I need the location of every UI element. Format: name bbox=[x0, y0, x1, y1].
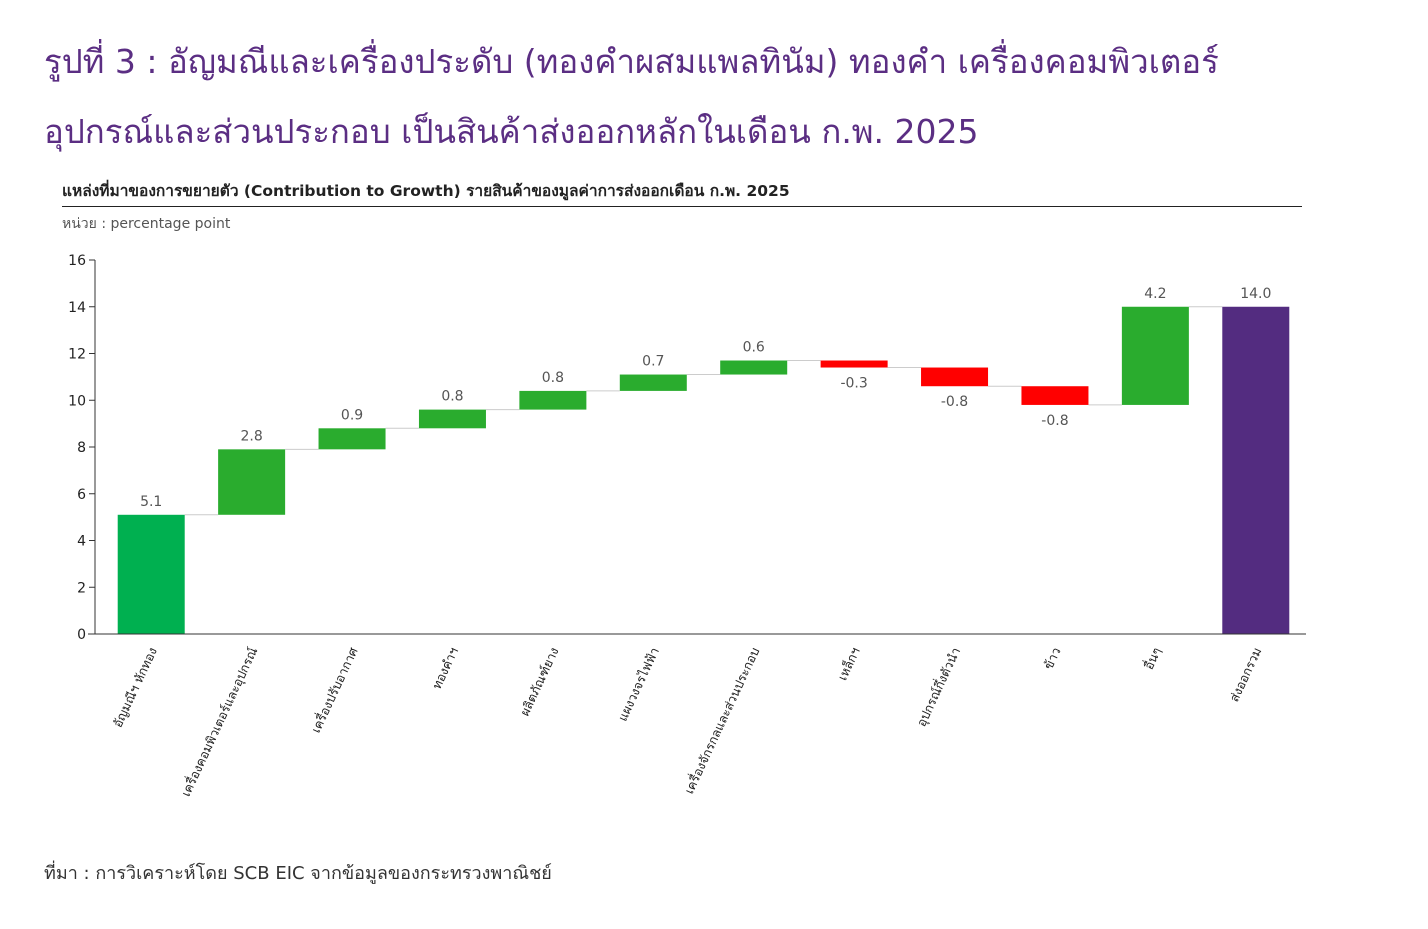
bar bbox=[1121, 306, 1189, 405]
data-label: 0.7 bbox=[642, 354, 664, 370]
x-tick-label: อื่นๆ bbox=[1140, 645, 1164, 672]
data-label: 14.0 bbox=[1240, 286, 1271, 302]
x-tick-label: เครื่องจักรกลและส่วนประกอบ bbox=[680, 644, 762, 796]
x-tick-label: ส่งออกรวม bbox=[1226, 645, 1264, 704]
page-title-line-2: อุปกรณ์และส่วนประกอบ เป็นสินค้าส่งออกหลั… bbox=[44, 112, 979, 151]
bar bbox=[720, 360, 788, 375]
data-label: -0.8 bbox=[1041, 413, 1068, 429]
x-tick-label: ผลิตภัณฑ์ยาง bbox=[517, 645, 562, 718]
y-tick-label: 14 bbox=[68, 300, 86, 316]
bars bbox=[117, 306, 1290, 634]
source-note: ที่มา : การวิเคราะห์โดย SCB EIC จากข้อมู… bbox=[44, 863, 552, 884]
bar bbox=[117, 514, 185, 634]
data-label: 2.8 bbox=[240, 428, 262, 444]
bar bbox=[619, 374, 687, 391]
x-tick-label: ทองคำฯ bbox=[429, 645, 461, 691]
y-tick-label: 4 bbox=[77, 534, 86, 550]
y-axis-ticks: 0 2 4 6 8 10 12 14 16 bbox=[68, 253, 95, 643]
y-tick-label: 10 bbox=[68, 393, 86, 409]
bar bbox=[1222, 306, 1290, 634]
x-tick-label: แผงวงจรไฟฟ้า bbox=[615, 645, 662, 724]
x-tick-label: ข้าว bbox=[1041, 645, 1064, 672]
page-title-line-1: รูปที่ 3 : อัญมณีและเครื่องประดับ (ทองคำ… bbox=[44, 42, 1219, 81]
y-tick-label: 2 bbox=[77, 580, 86, 596]
data-label: -0.8 bbox=[941, 394, 968, 410]
y-tick-label: 12 bbox=[68, 347, 86, 363]
bar bbox=[1021, 386, 1089, 405]
bar bbox=[820, 360, 888, 368]
data-label: 0.9 bbox=[341, 407, 363, 423]
data-label: 4.2 bbox=[1144, 286, 1166, 302]
title-divider bbox=[62, 206, 1302, 207]
x-tick-label: อุปกรณ์กึ่งตัวนำ bbox=[913, 645, 965, 730]
bar bbox=[218, 449, 286, 515]
bar bbox=[418, 409, 486, 429]
bar bbox=[318, 428, 386, 450]
x-tick-label: อัญมณีฯ หักทอง bbox=[110, 645, 160, 730]
x-tick-label: เครื่องคอมพิวเตอร์และอุปกรณ์ bbox=[177, 644, 261, 799]
y-tick-label: 6 bbox=[77, 487, 86, 503]
waterfall-chart: 0 2 4 6 8 10 12 14 16 5.1 2.8 0.9 0.8 0.8 0.7 0.6 -0.3 -… bbox=[68, 253, 1306, 799]
x-tick-label: เหล็กฯ bbox=[835, 645, 863, 683]
chart-title: แหล่งที่มาของการขยายตัว (Contribution to… bbox=[62, 182, 790, 200]
bar bbox=[519, 390, 587, 410]
data-label: 0.6 bbox=[743, 340, 765, 356]
bar bbox=[921, 367, 989, 387]
x-tick-label: เครื่องปรับอากาศ bbox=[307, 644, 361, 735]
x-axis-labels: อัญมณีฯ หักทอง เครื่องคอมพิวเตอร์และอุปกร… bbox=[110, 644, 1265, 799]
unit-label: หน่วย : percentage point bbox=[62, 216, 231, 232]
data-labels: 5.1 2.8 0.9 0.8 0.8 0.7 0.6 -0.3 -0.8 -0.8 4.2 14.0 bbox=[140, 286, 1271, 510]
data-label: 5.1 bbox=[140, 494, 162, 510]
y-tick-label: 0 bbox=[77, 627, 86, 643]
connector-lines bbox=[184, 306, 1223, 516]
data-label: -0.3 bbox=[840, 376, 867, 392]
data-label: 0.8 bbox=[441, 389, 463, 405]
y-tick-label: 8 bbox=[77, 440, 86, 456]
data-label: 0.8 bbox=[542, 370, 564, 386]
y-tick-label: 16 bbox=[68, 253, 86, 269]
